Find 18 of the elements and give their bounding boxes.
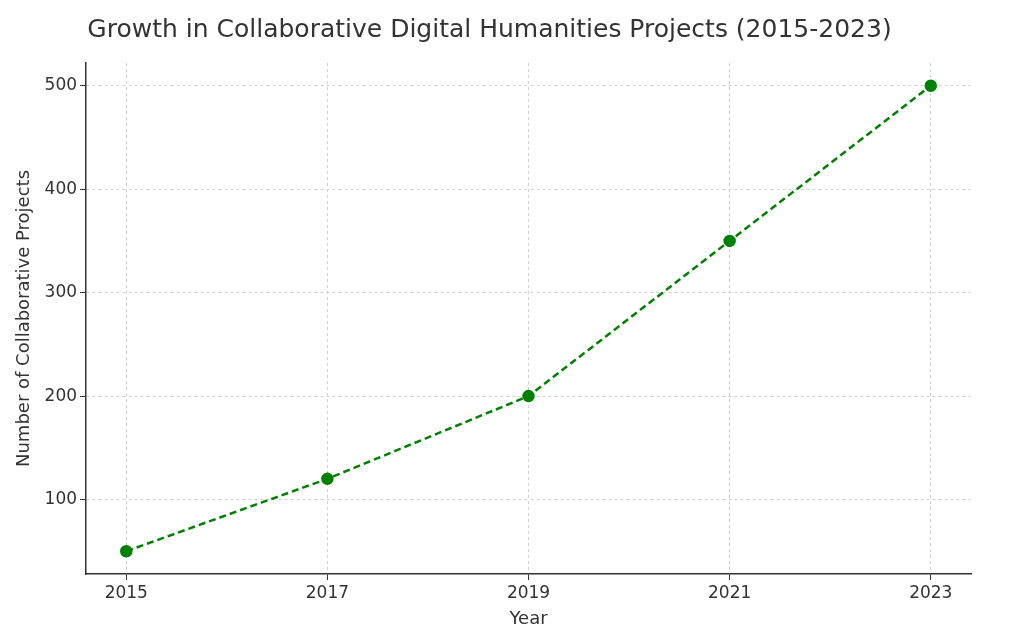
x-tick-label: 2017 — [305, 581, 350, 602]
y-tick-label: 100 — [44, 487, 78, 508]
y-tick-label: 400 — [44, 177, 78, 198]
x-axis-title: Year — [508, 606, 549, 628]
y-tick-label: 300 — [44, 281, 78, 302]
point — [723, 234, 736, 248]
x-tick-label: 2019 — [506, 581, 551, 602]
x-tick-label: 2021 — [708, 581, 752, 602]
x-tick-label: 2015 — [104, 581, 148, 602]
y-axis-title: Number of Collaborative Projects — [12, 169, 34, 468]
y-tick-label: 200 — [44, 384, 78, 405]
x-tick-label: 2023 — [909, 581, 953, 602]
y-tick-label: 500 — [44, 74, 78, 95]
point — [321, 472, 334, 486]
point — [120, 544, 133, 558]
point — [924, 79, 938, 93]
chart-title: Growth in Collaborative Digital Humanities Projects (2015-2023) — [87, 13, 892, 43]
point — [522, 389, 535, 403]
